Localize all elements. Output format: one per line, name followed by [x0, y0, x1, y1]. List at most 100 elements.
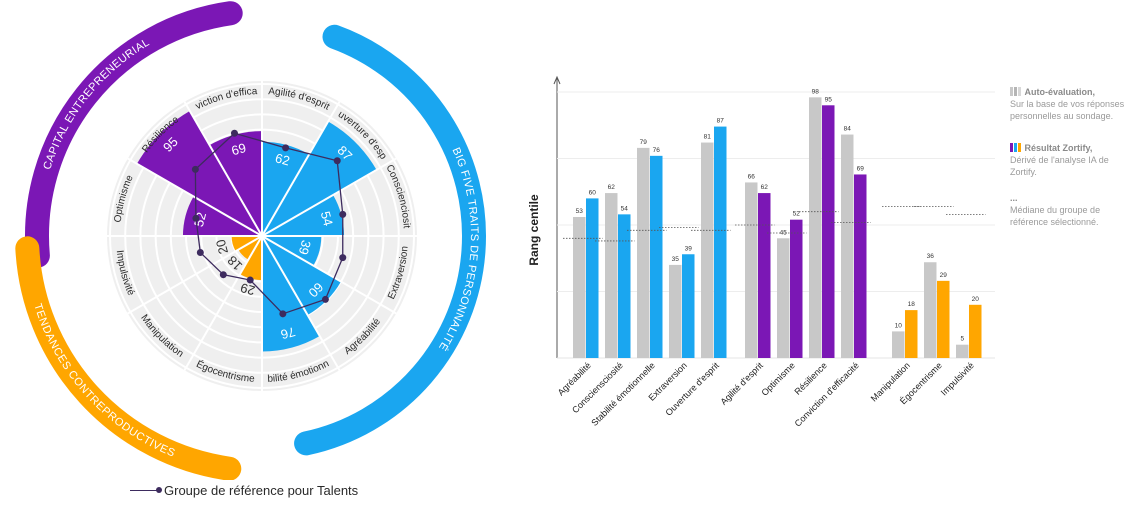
bar-zortify: [618, 214, 631, 358]
radar-wedge: [262, 141, 310, 236]
color-swatch-icon: [1010, 143, 1022, 153]
data-label-self: 66: [748, 173, 756, 180]
legend-zortify-text: Dérivé de l'analyse IA de Zortify.: [1010, 155, 1109, 177]
data-label-self: 5: [960, 336, 964, 343]
radar-value-label: 69: [230, 140, 248, 158]
category-arc: [294, 24, 486, 456]
bar-zortify: [714, 126, 727, 358]
data-label-zortify: 69: [857, 165, 865, 172]
x-tick-label: Optimisme: [759, 360, 796, 397]
bar-zortify: [682, 254, 695, 358]
legend-self-evaluation: Auto-évaluation, Sur la base de vos répo…: [1010, 86, 1128, 122]
data-label-zortify: 62: [761, 184, 769, 191]
reference-line-icon: [130, 487, 162, 493]
data-label-zortify: 18: [908, 301, 916, 308]
category-arc: [25, 1, 243, 268]
radar-wedge: [262, 236, 341, 315]
bar-self-evaluation: [777, 238, 790, 358]
bar-self-evaluation: [924, 262, 937, 358]
bar-self-evaluation: [605, 193, 618, 358]
reference-point: [339, 210, 347, 218]
bar-zortify: [822, 105, 835, 358]
data-label-self: 36: [927, 253, 935, 260]
legend-self-title: Auto-évaluation,: [1024, 87, 1096, 97]
legend-self-text: Sur la base de vos réponses personnelles…: [1010, 99, 1125, 121]
radar-spoke: [261, 157, 397, 237]
bar-zortify: [969, 304, 982, 358]
legend-zortify: Résultat Zortify, Dérivé de l'analyse IA…: [1010, 142, 1128, 178]
radar-spoke: [261, 235, 341, 371]
radar-legend: Groupe de référence pour Talents: [130, 483, 358, 498]
x-tick-label: Agilité d'esprit: [718, 360, 765, 407]
reference-point: [230, 129, 238, 137]
reference-point: [321, 295, 329, 303]
bar-zortify: [937, 280, 950, 358]
radar-spoke: [261, 235, 397, 315]
bar-zortify: [790, 219, 803, 358]
bar-zortify: [586, 198, 599, 358]
y-axis-label: Rang centile: [527, 194, 541, 266]
data-label-self: 81: [704, 134, 712, 141]
legend-zortify-title: Résultat Zortify,: [1024, 143, 1093, 153]
reference-point: [191, 165, 199, 173]
bar-self-evaluation: [701, 142, 714, 358]
radar-wedge: [262, 121, 377, 236]
radar-wedge: [182, 196, 262, 236]
radar-spoke: [183, 101, 263, 237]
reference-point: [192, 214, 200, 222]
data-label-zortify: 52: [793, 211, 801, 218]
radar-value-label: 76: [279, 324, 297, 342]
radar-value-label: 62: [274, 150, 292, 168]
data-label-zortify: 60: [589, 189, 597, 196]
legend-median-text: Médiane du groupe de référence sélection…: [1010, 205, 1101, 227]
radar-wedge: [262, 236, 320, 352]
radar-spoke: [127, 157, 263, 237]
bar-self-evaluation: [841, 134, 854, 358]
bar-self-evaluation: [669, 264, 682, 358]
data-label-zortify: 87: [717, 118, 725, 125]
bar-self-evaluation: [809, 97, 822, 358]
radar-value-label: 39: [296, 239, 314, 257]
bar-chart: Rang centile 5360Agréabilité6254Consciens…: [527, 75, 995, 429]
data-label-zortify: 20: [972, 296, 980, 303]
bar-self-evaluation: [637, 147, 650, 358]
x-tick-label: Ouverture d'esprit: [663, 360, 721, 418]
bar-self-evaluation: [573, 217, 586, 358]
data-label-self: 35: [672, 256, 680, 263]
data-label-zortify: 29: [940, 272, 948, 279]
data-label-self: 10: [895, 322, 903, 329]
reference-point: [333, 157, 341, 165]
radar-spoke: [127, 235, 263, 315]
bar-self-evaluation: [892, 331, 905, 358]
bar-zortify: [758, 193, 771, 358]
data-label-self: 79: [640, 139, 648, 146]
data-label-self: 98: [812, 88, 820, 95]
radar-legend-label: Groupe de référence pour Talents: [164, 483, 359, 498]
radar-value-label: 54: [318, 210, 336, 228]
x-tick-label: Impulsivité: [939, 360, 976, 397]
y-axis-arrow-icon: [553, 75, 561, 85]
data-label-self: 62: [608, 184, 616, 191]
bar-zortify: [854, 174, 867, 358]
legend-median: ... Médiane du groupe de référence sélec…: [1010, 192, 1128, 228]
radar-spoke: [183, 235, 263, 371]
x-tick-label: Conviction d'efficacité: [793, 360, 861, 428]
reference-point: [246, 276, 254, 284]
reference-point: [282, 144, 290, 152]
data-label-self: 84: [844, 126, 852, 133]
data-label-zortify: 54: [621, 205, 629, 212]
data-label-self: 53: [576, 208, 584, 215]
legend-median-title: ...: [1010, 193, 1018, 203]
data-label-zortify: 95: [825, 96, 833, 103]
reference-point: [279, 310, 287, 318]
radar-value-label: 20: [213, 238, 231, 256]
bar-zortify: [650, 155, 663, 358]
radar-wedge: [262, 194, 345, 236]
reference-point: [339, 254, 347, 262]
data-label-zortify: 76: [653, 147, 661, 154]
bar-zortify: [905, 310, 918, 358]
category-arc: [15, 236, 242, 480]
radar-value-label: 29: [239, 280, 257, 298]
radar-wedge: [136, 110, 262, 236]
